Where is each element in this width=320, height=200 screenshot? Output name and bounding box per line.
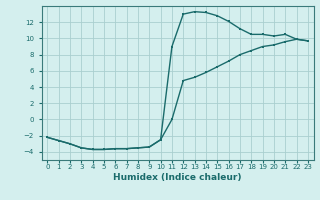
X-axis label: Humidex (Indice chaleur): Humidex (Indice chaleur) xyxy=(113,173,242,182)
